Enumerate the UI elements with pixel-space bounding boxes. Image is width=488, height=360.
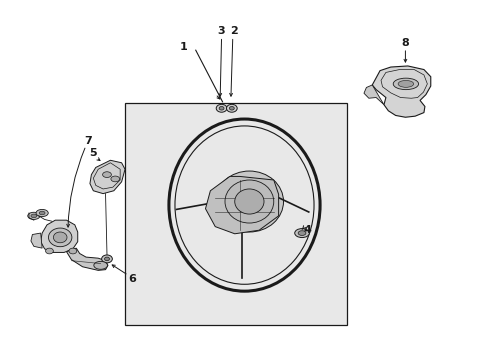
Ellipse shape bbox=[102, 172, 111, 177]
Text: 1: 1 bbox=[179, 42, 187, 51]
Text: 8: 8 bbox=[401, 38, 408, 48]
Ellipse shape bbox=[48, 228, 72, 247]
Ellipse shape bbox=[224, 180, 273, 223]
Ellipse shape bbox=[229, 107, 234, 110]
Ellipse shape bbox=[28, 212, 40, 220]
Ellipse shape bbox=[94, 261, 107, 269]
Polygon shape bbox=[31, 233, 42, 248]
Text: 3: 3 bbox=[217, 26, 225, 36]
Text: 6: 6 bbox=[128, 274, 136, 284]
Ellipse shape bbox=[36, 210, 48, 217]
Text: 4: 4 bbox=[304, 225, 311, 235]
Polygon shape bbox=[41, 220, 78, 252]
Polygon shape bbox=[90, 160, 125, 194]
Ellipse shape bbox=[111, 176, 120, 182]
Polygon shape bbox=[371, 66, 430, 117]
Text: 7: 7 bbox=[84, 136, 92, 145]
Ellipse shape bbox=[392, 78, 418, 90]
Ellipse shape bbox=[104, 257, 109, 261]
Ellipse shape bbox=[39, 211, 45, 215]
Ellipse shape bbox=[216, 104, 226, 112]
Ellipse shape bbox=[298, 231, 305, 235]
Text: 2: 2 bbox=[229, 26, 237, 36]
Ellipse shape bbox=[45, 248, 53, 254]
Ellipse shape bbox=[31, 214, 37, 218]
Ellipse shape bbox=[234, 189, 264, 214]
Ellipse shape bbox=[397, 81, 413, 87]
Ellipse shape bbox=[219, 107, 224, 110]
Ellipse shape bbox=[215, 171, 283, 232]
Ellipse shape bbox=[53, 232, 67, 243]
Ellipse shape bbox=[69, 248, 77, 254]
Bar bbox=[125, 103, 346, 325]
Polygon shape bbox=[205, 176, 278, 234]
Ellipse shape bbox=[102, 255, 112, 263]
Text: 5: 5 bbox=[89, 148, 97, 158]
Polygon shape bbox=[66, 248, 108, 270]
Ellipse shape bbox=[226, 104, 237, 112]
Polygon shape bbox=[363, 85, 383, 105]
Ellipse shape bbox=[294, 229, 309, 238]
